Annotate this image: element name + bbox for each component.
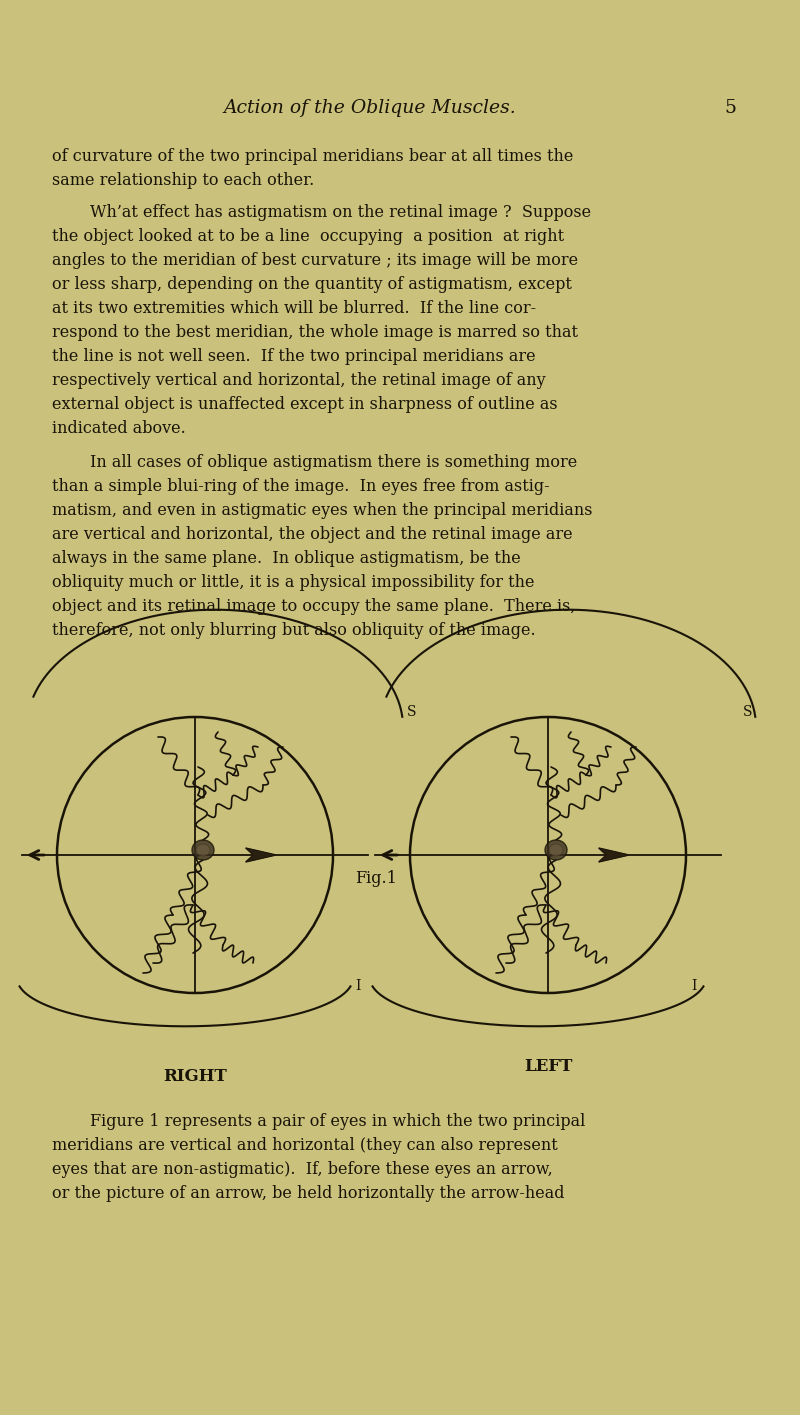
- Text: eyes that are non-astigmatic).  If, before these eyes an arrow,: eyes that are non-astigmatic). If, befor…: [52, 1160, 553, 1179]
- Text: In all cases of oblique astigmatism there is something more: In all cases of oblique astigmatism ther…: [90, 454, 578, 471]
- Ellipse shape: [549, 843, 563, 856]
- Polygon shape: [598, 848, 629, 862]
- Ellipse shape: [192, 841, 214, 860]
- Text: LEFT: LEFT: [524, 1058, 572, 1075]
- Text: same relationship to each other.: same relationship to each other.: [52, 173, 314, 190]
- Ellipse shape: [545, 841, 567, 860]
- Text: I: I: [355, 979, 361, 993]
- Text: always in the same plane.  In oblique astigmatism, be the: always in the same plane. In oblique ast…: [52, 550, 521, 567]
- Text: than a simple blui-ring of the image.  In eyes free from astig-: than a simple blui-ring of the image. In…: [52, 478, 550, 495]
- Text: object and its retinal image to occupy the same plane.  There is,: object and its retinal image to occupy t…: [52, 599, 575, 616]
- Text: Wh’at effect has astigmatism on the retinal image ?  Suppose: Wh’at effect has astigmatism on the reti…: [90, 204, 591, 221]
- Text: 5: 5: [724, 99, 736, 117]
- Polygon shape: [246, 848, 276, 862]
- Text: external object is unaffected except in sharpness of outline as: external object is unaffected except in …: [52, 396, 558, 413]
- Text: therefore, not only blurring but also obliquity of the image.: therefore, not only blurring but also ob…: [52, 623, 536, 640]
- Text: obliquity much or little, it is a physical impossibility for the: obliquity much or little, it is a physic…: [52, 574, 534, 591]
- Text: I: I: [691, 979, 697, 993]
- Text: the line is not well seen.  If the two principal meridians are: the line is not well seen. If the two pr…: [52, 348, 536, 365]
- Text: Fig.1: Fig.1: [355, 870, 397, 887]
- Text: the object looked at to be a line  occupying  a position  at right: the object looked at to be a line occupy…: [52, 228, 564, 245]
- Text: meridians are vertical and horizontal (they can also represent: meridians are vertical and horizontal (t…: [52, 1138, 558, 1155]
- Text: S: S: [407, 705, 417, 719]
- Ellipse shape: [196, 843, 210, 856]
- Text: Action of the Oblique Muscles.: Action of the Oblique Muscles.: [224, 99, 516, 117]
- Text: S: S: [743, 705, 753, 719]
- Text: at its two extremities which will be blurred.  If the line cor-: at its two extremities which will be blu…: [52, 300, 536, 317]
- Text: angles to the meridian of best curvature ; its image will be more: angles to the meridian of best curvature…: [52, 252, 578, 269]
- Text: or less sharp, depending on the quantity of astigmatism, except: or less sharp, depending on the quantity…: [52, 276, 572, 293]
- Text: indicated above.: indicated above.: [52, 420, 186, 437]
- Text: matism, and even in astigmatic eyes when the principal meridians: matism, and even in astigmatic eyes when…: [52, 502, 593, 519]
- Text: of curvature of the two principal meridians bear at all times the: of curvature of the two principal meridi…: [52, 149, 574, 166]
- Text: respond to the best meridian, the whole image is marred so that: respond to the best meridian, the whole …: [52, 324, 578, 341]
- Text: are vertical and horizontal, the object and the retinal image are: are vertical and horizontal, the object …: [52, 526, 573, 543]
- Text: respectively vertical and horizontal, the retinal image of any: respectively vertical and horizontal, th…: [52, 372, 546, 389]
- Text: or the picture of an arrow, be held horizontally the arrow-head: or the picture of an arrow, be held hori…: [52, 1184, 565, 1201]
- Text: Figure 1 represents a pair of eyes in which the two principal: Figure 1 represents a pair of eyes in wh…: [90, 1114, 586, 1131]
- Text: RIGHT: RIGHT: [163, 1068, 227, 1085]
